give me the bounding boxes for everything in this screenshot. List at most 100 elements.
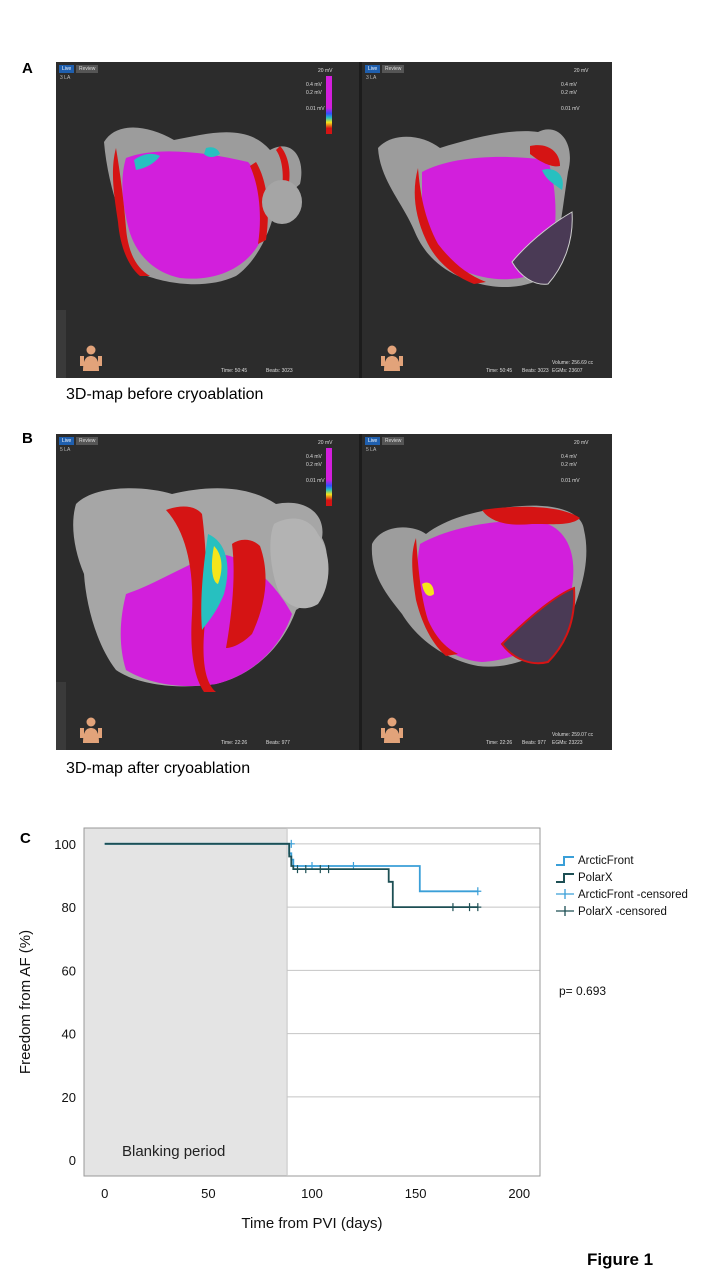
series-line-2 (104, 842, 478, 908)
panel-a-right-view (362, 62, 612, 378)
panel-a-chamber-label-right: 3 LA (366, 75, 377, 81)
x-tick-label: 0 (101, 1186, 108, 1201)
blanking-period-region (84, 828, 288, 1176)
panel-b-scale-top-right: 20 mV (574, 440, 589, 446)
panel-b-scale-top: 20 mV (318, 440, 333, 446)
panel-a-scale-top: 20 mV (318, 68, 333, 74)
panel-a-letter: A (22, 60, 33, 77)
panel-b-egms-readout: EGMs: 23223 (552, 740, 583, 746)
y-axis-label: Freedom from AF (%) (17, 930, 34, 1074)
panel-a-right-3d-map (378, 129, 573, 288)
panel-b-scale-mid2-right: 0.2 mV (561, 462, 577, 468)
panel-b-map-viewer: Live Review 5 LA Live Review 5 LA 20 mV … (56, 434, 612, 750)
panel-a-scale-mid2-right: 0.2 mV (561, 90, 577, 96)
panel-a-time-readout: Time: 50:45 (221, 368, 248, 374)
x-tick-label: 100 (301, 1186, 323, 1201)
panel-a-patient-icon-right (381, 345, 403, 371)
y-tick-label: 40 (62, 1027, 76, 1042)
x-axis-label: Time from PVI (days) (241, 1215, 382, 1232)
legend-swatch-step (556, 873, 574, 883)
panel-a-patient-icon (80, 345, 102, 371)
panel-b-left-3d-map (73, 488, 329, 692)
panel-b-time-readout: Time: 22:26 (221, 740, 248, 746)
y-axis-ticks: 0 20 40 60 80 100 (54, 837, 76, 1168)
panel-b-scale-bottom: 0.01 mV (306, 478, 325, 484)
panel-b-caption: 3D-map after cryoablation (66, 760, 251, 777)
censor-mark (325, 865, 333, 874)
legend-label: PolarX -censored (578, 906, 667, 918)
panel-b-live-tab[interactable]: Live (59, 437, 75, 445)
panel-b-volume-readout: Volume: 259.07 cc (552, 732, 594, 738)
panel-b-view-divider (359, 434, 362, 750)
panel-a-map-viewer: Live Review 3 LA Live Review 3 LA 20 mV … (56, 62, 612, 378)
x-tick-label: 200 (508, 1186, 530, 1201)
y-tick-label: 0 (69, 1153, 76, 1168)
panel-a-review-tab[interactable]: Review (76, 65, 99, 73)
censor-mark (474, 887, 482, 896)
panel-a-scale-bottom-right: 0.01 mV (561, 106, 580, 112)
panel-a-scale-bottom: 0.01 mV (306, 106, 325, 112)
kaplan-meier-chart: Blanking period 0 20 40 60 80 100 0 50 100 150 20… (17, 827, 688, 1232)
panel-a-scale-mid1: 0.4 mV (306, 82, 322, 88)
panel-b-right-3d-map (371, 505, 587, 667)
panel-a-live-tab[interactable]: Live (59, 65, 75, 73)
panel-a-left-3d-map (104, 127, 302, 285)
panel-a-chamber-label: 3 LA (60, 75, 71, 81)
x-tick-label: 150 (405, 1186, 427, 1201)
legend-label: ArcticFront (578, 855, 634, 867)
panel-a-scale-top-right: 20 mV (574, 68, 589, 74)
chart-gridlines (287, 843, 540, 1098)
legend-label: ArcticFront -censored (578, 889, 688, 901)
panel-b-live-tab-right[interactable]: Live (365, 437, 381, 445)
panel-c-letter: C (20, 830, 31, 847)
figure-label: Figure 1 (587, 1250, 654, 1269)
panel-b-tool-strip[interactable] (56, 682, 66, 750)
y-tick-label: 80 (62, 900, 76, 915)
panel-b-scale-bottom-right: 0.01 mV (561, 478, 580, 484)
panel-b-right-view (362, 434, 612, 750)
panel-b-patient-icon-right (381, 717, 403, 743)
panel-b-time-readout-right: Time: 22:26 (486, 740, 513, 746)
panel-b-scale-mid1: 0.4 mV (306, 454, 322, 460)
panel-a-caption: 3D-map before cryoablation (66, 386, 264, 403)
censor-mark (293, 865, 301, 874)
y-tick-label: 20 (62, 1090, 76, 1105)
panel-a-left-view (56, 62, 359, 378)
censor-mark (316, 865, 324, 874)
panel-b-review-tab[interactable]: Review (76, 437, 99, 445)
panel-b-scale-mid2: 0.2 mV (306, 462, 322, 468)
panel-b-patient-icon (80, 717, 102, 743)
panel-a-scale-mid1-right: 0.4 mV (561, 82, 577, 88)
panel-a-review-tab-right[interactable]: Review (382, 65, 405, 73)
panel-b-review-tab-right[interactable]: Review (382, 437, 405, 445)
censor-mark (449, 903, 457, 912)
censor-mark (302, 865, 310, 874)
p-value-annotation: p= 0.693 (559, 984, 606, 998)
censor-mark (466, 903, 474, 912)
x-tick-label: 50 (201, 1186, 215, 1201)
panel-a-tool-strip[interactable] (56, 310, 66, 378)
chart-legend: ArcticFront PolarX ArcticFront -censored Po… (556, 855, 688, 918)
panel-a-egms-readout: EGMs: 23607 (552, 368, 583, 374)
panel-b-left-view (56, 434, 359, 750)
panel-b-scale-mid1-right: 0.4 mV (561, 454, 577, 460)
legend-swatch-step (556, 856, 574, 866)
panel-a-scale-mid2: 0.2 mV (306, 90, 322, 96)
chart-series (104, 839, 482, 912)
panel-a-time-readout-right: Time: 50:45 (486, 368, 513, 374)
x-axis-ticks: 0 50 100 150 200 (101, 1186, 530, 1201)
panel-a-voltage-colorbar (326, 76, 332, 134)
legend-swatch-censor (556, 889, 574, 899)
panel-b-beats-readout: Beats: 977 (266, 740, 290, 746)
panel-b-letter: B (22, 430, 33, 447)
plot-frame (83, 827, 541, 1177)
panel-b-chamber-label: 5 LA (60, 447, 71, 453)
y-tick-label: 60 (62, 963, 76, 978)
panel-b-chamber-label-right: 5 LA (366, 447, 377, 453)
panel-a-live-tab-right[interactable]: Live (365, 65, 381, 73)
panel-a-beats-readout-right: Beats: 3023 (522, 368, 549, 374)
panel-b-voltage-colorbar (326, 448, 332, 506)
censor-mark (474, 903, 482, 912)
panel-b-beats-readout-right: Beats: 977 (522, 740, 546, 746)
blanking-period-label: Blanking period (122, 1143, 225, 1160)
